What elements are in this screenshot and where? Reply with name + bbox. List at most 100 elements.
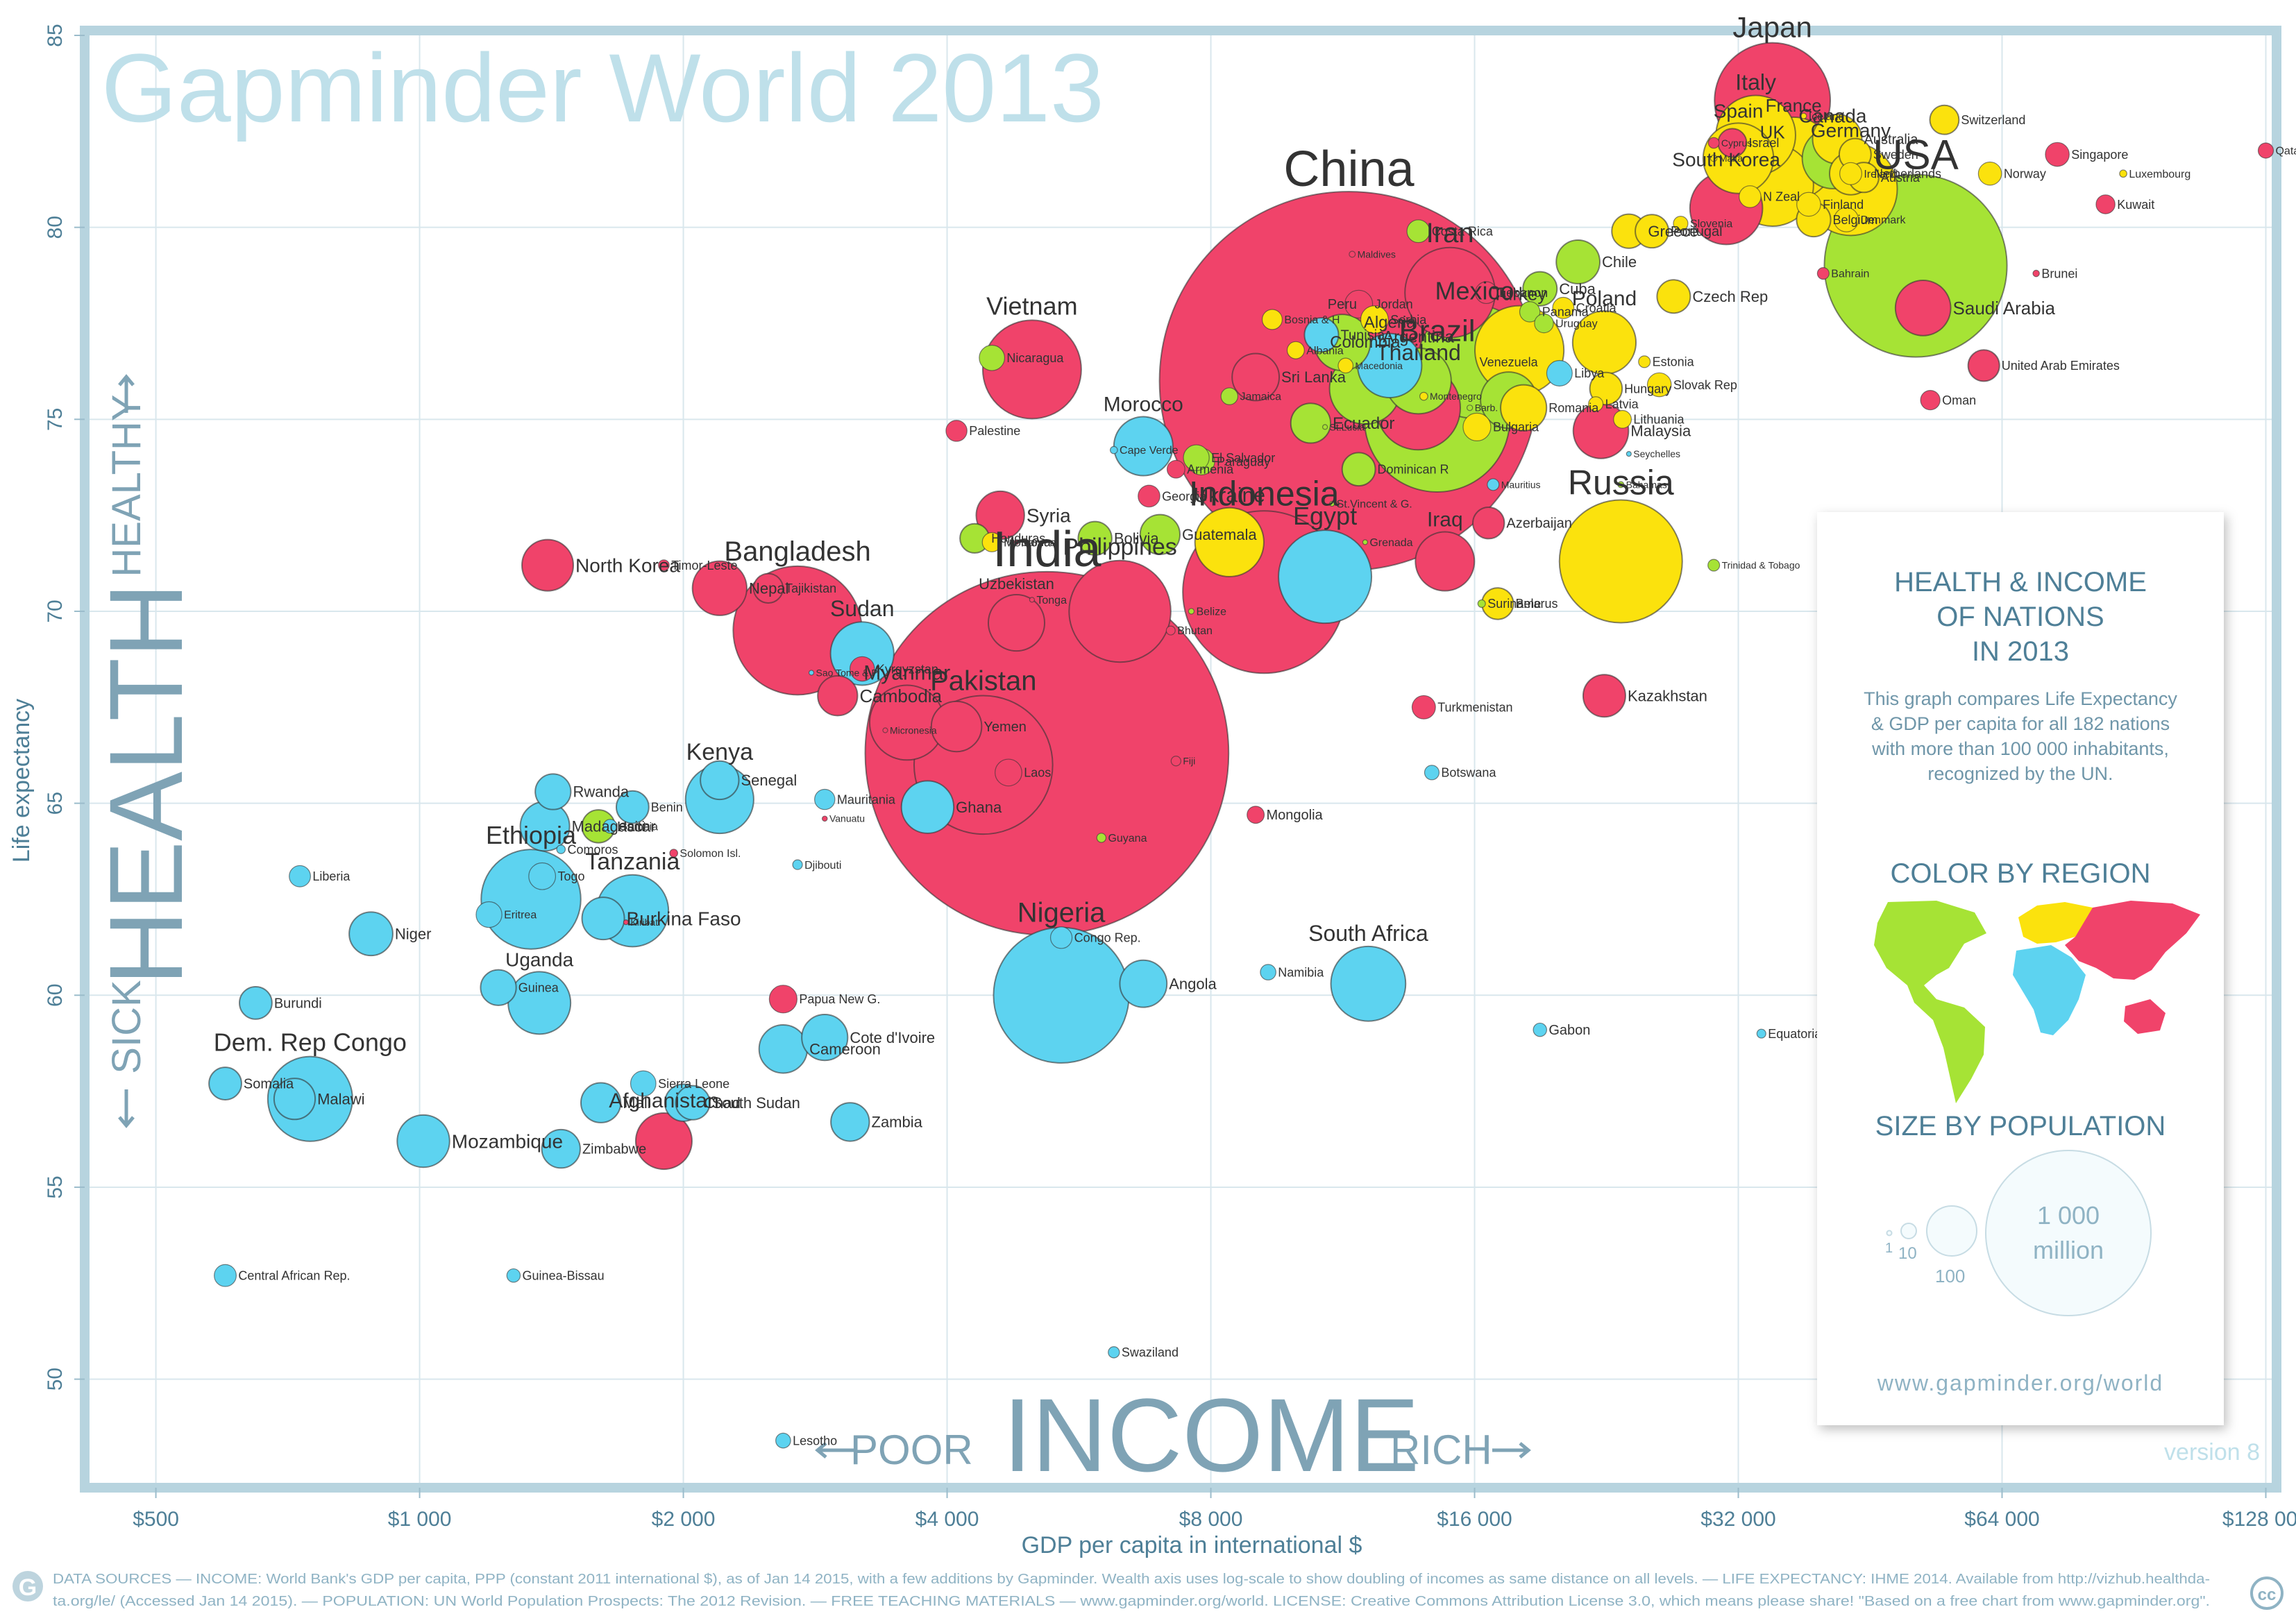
bubble[interactable] [1800, 112, 1807, 119]
bubble[interactable] [1816, 267, 1830, 280]
bubble[interactable] [2095, 194, 2116, 214]
bubble[interactable] [581, 897, 625, 941]
bubble[interactable] [1166, 459, 1185, 479]
bubble[interactable] [1260, 964, 1276, 980]
bubble[interactable] [2119, 169, 2127, 178]
bubble[interactable] [1419, 391, 1428, 401]
bubble[interactable] [1231, 352, 1281, 402]
bubble[interactable] [630, 1070, 657, 1097]
bubble[interactable] [1533, 1022, 1547, 1037]
bubble[interactable] [1929, 104, 1960, 135]
bubble[interactable] [1534, 313, 1554, 334]
bubble[interactable] [475, 901, 503, 928]
bubble[interactable] [580, 1082, 622, 1123]
bubble[interactable] [1500, 384, 1548, 432]
bubble[interactable] [534, 773, 572, 810]
bubble[interactable] [1977, 161, 2002, 186]
bubble[interactable] [1796, 192, 1821, 217]
bubble[interactable] [1322, 424, 1328, 430]
bubble[interactable] [849, 656, 875, 682]
bubble[interactable] [1487, 478, 1500, 491]
bubble[interactable] [1049, 926, 1073, 949]
bubble[interactable] [214, 1264, 237, 1287]
bubble[interactable] [1108, 1346, 1120, 1359]
bubble[interactable] [1290, 402, 1332, 444]
bubble[interactable] [1546, 359, 1573, 386]
bubble[interactable] [1710, 154, 1718, 162]
bubble[interactable] [1013, 539, 1020, 545]
bubble[interactable] [348, 911, 394, 957]
bubble[interactable] [691, 560, 748, 616]
bubble[interactable] [2045, 142, 2070, 167]
bubble[interactable] [1329, 500, 1335, 507]
bubble[interactable] [1477, 599, 1486, 608]
bubble[interactable] [1424, 765, 1440, 781]
bubble[interactable] [1194, 507, 1265, 578]
bubble[interactable] [1920, 390, 1941, 411]
bubble[interactable] [1466, 405, 1474, 411]
bubble[interactable] [1833, 207, 1859, 232]
bubble[interactable] [1188, 608, 1195, 615]
bubble[interactable] [1096, 833, 1107, 843]
bubble[interactable] [752, 572, 784, 604]
bubble[interactable] [1475, 281, 1498, 305]
bubble[interactable] [1707, 137, 1720, 149]
bubble[interactable] [1673, 216, 1689, 232]
bubble[interactable] [289, 865, 311, 887]
bubble[interactable] [1411, 695, 1436, 720]
bubble[interactable] [1362, 539, 1368, 545]
bubble[interactable] [808, 670, 815, 676]
bubble[interactable] [1415, 531, 1476, 592]
bubble[interactable] [1068, 559, 1172, 663]
bubble[interactable] [981, 532, 1002, 552]
bubble[interactable] [1138, 484, 1160, 508]
bubble[interactable] [1617, 481, 1625, 488]
bubble[interactable] [1646, 372, 1672, 398]
bubble[interactable] [1522, 271, 1558, 307]
bubble[interactable] [1555, 239, 1601, 284]
bubble[interactable] [829, 621, 895, 686]
bubble[interactable] [792, 859, 803, 870]
bubble[interactable] [1552, 296, 1575, 319]
bubble[interactable] [1170, 756, 1181, 767]
bubble[interactable] [1286, 341, 1305, 359]
bubble[interactable] [1337, 357, 1354, 374]
bubble[interactable] [1462, 412, 1492, 441]
bubble[interactable] [882, 727, 888, 733]
bubble[interactable] [208, 1067, 242, 1101]
bubble[interactable] [623, 919, 629, 926]
bubble[interactable] [900, 780, 955, 834]
bubble[interactable] [273, 1078, 316, 1121]
bubble[interactable] [528, 862, 557, 890]
bubble[interactable] [930, 700, 983, 753]
bubble[interactable] [1756, 1028, 1766, 1039]
bubble[interactable] [801, 1014, 849, 1062]
bubble[interactable] [2032, 269, 2040, 278]
bubble[interactable] [775, 1432, 791, 1449]
bubble[interactable] [541, 1128, 581, 1169]
bubble[interactable] [1519, 301, 1541, 323]
bubble[interactable] [1558, 499, 1683, 624]
bubble[interactable] [1303, 317, 1340, 353]
bubble[interactable] [1077, 520, 1113, 556]
bubble[interactable] [817, 675, 859, 717]
bubble[interactable] [995, 758, 1022, 787]
bubble[interactable] [1656, 279, 1691, 314]
bubble[interactable] [1894, 280, 1952, 337]
bubble[interactable] [658, 559, 670, 571]
bubble[interactable] [239, 985, 273, 1020]
bubble[interactable] [602, 819, 618, 834]
bubble[interactable] [521, 538, 575, 592]
bubble[interactable] [1349, 250, 1356, 258]
bubble[interactable] [1635, 214, 1670, 249]
bubble[interactable] [1739, 185, 1762, 208]
bubble[interactable] [1029, 597, 1035, 603]
bubble[interactable] [1261, 309, 1283, 330]
bubble[interactable] [1360, 305, 1389, 334]
bubble[interactable] [675, 1085, 711, 1121]
bubble[interactable] [821, 815, 828, 822]
bubble[interactable] [1220, 387, 1239, 405]
bubble[interactable] [1330, 945, 1407, 1022]
bubble[interactable] [987, 594, 1046, 652]
bubble[interactable] [1839, 162, 1862, 185]
